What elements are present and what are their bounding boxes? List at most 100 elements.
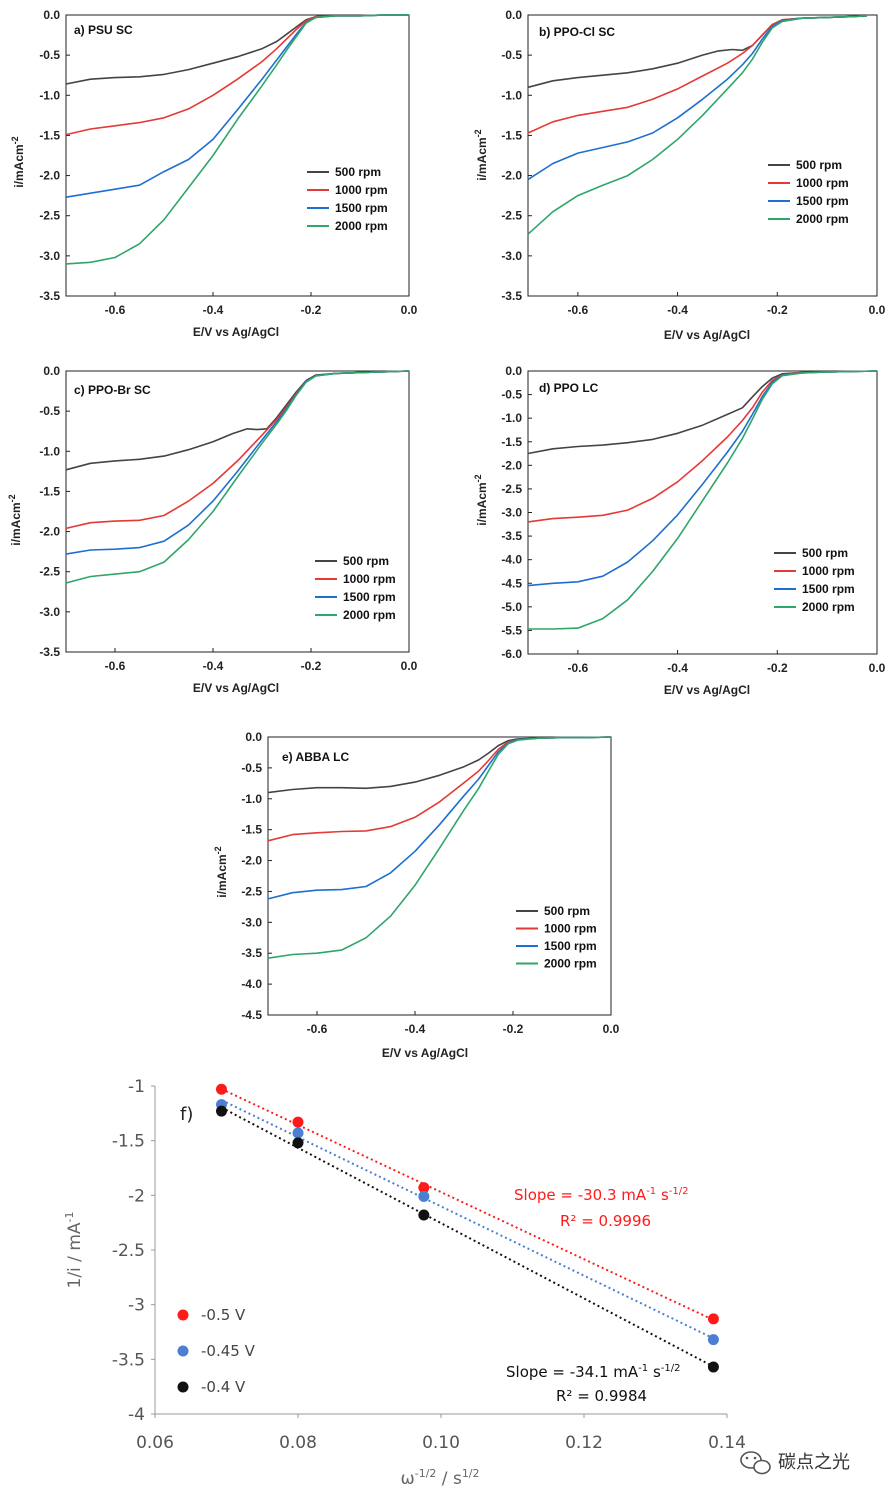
slope-annotation-red: Slope = -30.3 mA-1 s-1/2 [514,1186,688,1204]
series-line-2000-rpm [65,370,410,584]
r2-annotation-red: R² = 0.9996 [560,1212,651,1230]
panel-f-koutecky-levich: -1 -1.5 -2 -2.5 -3 -3.5 -4 0.06 0.08 0.10 0.12 0.14… [63,1077,746,1489]
x-tick-label: -0.6 [568,303,589,317]
legend-label: 1500 rpm [802,582,855,596]
x-axis-label: E/V vs Ag/AgCl [382,1046,468,1060]
y-tick-label: -1.5 [39,128,60,142]
legend-label: 1000 rpm [802,564,855,578]
panel-c-ppo-br-sc: -0.6 -0.4 -0.2 0.0 0.0 -0.5 -1.0 -1.5 -2.0 -2.5 -3… [7,364,418,695]
x-tick-label: -0.2 [301,303,322,317]
watermark: 碳点之光 [740,1451,850,1475]
data-point [418,1182,430,1194]
data-point [418,1190,430,1202]
data-point [707,1313,719,1325]
y-tick-label: 0.0 [505,8,522,22]
trendline [221,1099,714,1340]
series-line-2000-rpm [267,736,612,959]
y-tick-label: -3.5 [39,645,60,659]
legend-label: -0.4 V [201,1378,246,1396]
y-tick-label: -2.0 [39,525,60,539]
legend-label: -0.5 V [201,1306,246,1324]
y-tick-label: -2.0 [501,169,522,183]
legend-label: 1000 rpm [544,922,597,936]
x-tick-label: -0.6 [307,1022,328,1036]
y-axis-label: 1/i / mA-1 [63,1212,85,1289]
x-tick-label: 0.0 [401,659,418,673]
y-axis-label: i/mAcm-2 [7,494,23,545]
y-tick-label: -1.0 [501,88,522,102]
y-tick-label: -5.0 [501,600,522,614]
y-axis-label: i/mAcm-2 [473,474,489,525]
y-tick-label: -3.0 [241,915,262,929]
y-tick-label: -2.5 [39,565,60,579]
x-tick-label: -0.4 [667,303,688,317]
x-tick-label: 0.0 [869,661,886,675]
y-tick-label: 0.0 [505,364,522,378]
y-tick-label: -3.0 [501,506,522,520]
y-tick-label: -1.5 [241,823,262,837]
x-axis-label: ω-1/2 / s1/2 [400,1467,479,1489]
y-tick-label: -3.5 [39,289,60,303]
legend: 500 rpm 1000 rpm 1500 rpm 2000 rpm [516,904,597,971]
legend: -0.5 V -0.45 V -0.4 V [177,1306,256,1396]
x-tick-label: 0.0 [869,303,886,317]
legend-label: 2000 rpm [544,957,597,971]
series-line-1500-rpm [65,370,410,555]
y-tick-label: -2.0 [39,169,60,183]
r2-annotation-black: R² = 0.9984 [556,1387,647,1405]
y-tick-label: -4.5 [501,576,522,590]
y-tick-label: -2.5 [39,209,60,223]
x-tick-label: -0.4 [667,661,688,675]
trendline [221,1088,714,1321]
data-point [292,1137,304,1149]
x-tick-label: 0.0 [603,1022,620,1036]
wechat-icon [740,1451,771,1475]
watermark-text: 碳点之光 [778,1452,850,1473]
panel-d-ppo-lc: -0.6 -0.4 -0.2 0.0 0.0 -0.5 -1.0 -1.5 -2.0 -2.5 -3… [473,364,886,697]
x-tick-label: 0.08 [279,1433,317,1453]
y-axis-label: i/mAcm-2 [213,846,229,897]
series-lines [527,370,878,630]
legend-label: 500 rpm [343,554,389,568]
axes: -0.6 -0.4 -0.2 0.0 0.0 -0.5 -1.0 -1.5 -2.0 -2.5 -3… [501,8,885,317]
data-point [707,1334,719,1346]
legend-label: 2000 rpm [335,219,388,233]
legend: 500 rpm 1000 rpm 1500 rpm 2000 rpm [315,554,396,622]
x-axis-label: E/V vs Ag/AgCl [193,325,279,339]
y-tick-label: -3.5 [501,529,522,543]
panel-b-ppo-cl-sc: -0.6 -0.4 -0.2 0.0 0.0 -0.5 -1.0 -1.5 -2.0 -2.5 -3… [473,8,886,342]
y-tick-label: -1.0 [39,88,60,102]
y-tick-label: -1.5 [39,484,60,498]
data-point [292,1127,304,1139]
y-axis-label: i/mAcm-2 [473,129,489,180]
x-tick-label: -0.4 [405,1022,426,1036]
y-tick-label: -2 [128,1186,145,1206]
y-tick-label: -3.0 [501,249,522,263]
y-tick-label: -2.5 [501,209,522,223]
legend-label: 1500 rpm [335,201,388,215]
y-tick-label: -0.5 [501,388,522,402]
legend-label: 500 rpm [796,158,842,172]
y-tick-label: -5.5 [501,623,522,637]
legend-label: 500 rpm [544,904,590,918]
legend-label: 2000 rpm [343,608,396,622]
x-tick-label: 0.06 [136,1433,174,1453]
panel-title: f) [180,1104,193,1125]
y-axis-label: i/mAcm-2 [10,136,26,187]
panel-title: a) PSU SC [74,23,133,37]
y-tick-label: -4.0 [241,977,262,991]
series-line-1500-rpm [527,15,868,181]
y-tick-label: -3.0 [39,605,60,619]
x-tick-label: -0.2 [767,303,788,317]
y-tick-label: -1.5 [501,435,522,449]
y-tick-label: -3 [128,1296,145,1316]
x-tick-label: -0.2 [503,1022,524,1036]
panel-e-abba-lc: -0.6 -0.4 -0.2 0.0 0.0 -0.5 -1.0 -1.5 -2.0 -2.5 -3… [213,730,620,1060]
panel-title: d) PPO LC [539,381,599,395]
x-tick-label: -0.6 [568,661,589,675]
data-point [215,1083,227,1095]
plot-frame [65,14,410,297]
x-axis-label: E/V vs Ag/AgCl [664,328,750,342]
legend-label: 1000 rpm [796,176,849,190]
